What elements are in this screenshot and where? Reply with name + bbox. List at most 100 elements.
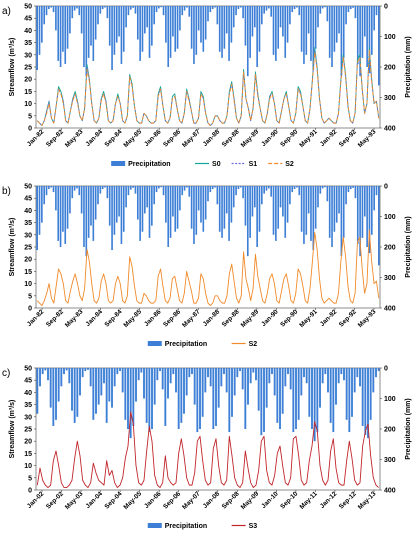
precip-bar (169, 6, 172, 58)
precip-bar (236, 368, 239, 378)
precip-bar (313, 368, 316, 442)
precip-bar (359, 6, 361, 77)
precip-bar (277, 6, 280, 49)
x-tick-label: May-13 (357, 490, 378, 511)
precip-bar (180, 368, 183, 423)
precip-bar (232, 186, 235, 208)
precip-bar (363, 186, 366, 217)
precip-bar (361, 6, 364, 58)
precip-bar (190, 186, 193, 229)
precip-bar (225, 186, 228, 214)
precip-bar (284, 368, 287, 387)
precip-bar (146, 186, 148, 208)
precip-bar (345, 6, 347, 25)
precip-bar (141, 186, 144, 232)
precip-bar (113, 186, 116, 235)
precip-bar (207, 186, 209, 202)
y-tick-label: 0 (28, 306, 32, 313)
precip-bar (129, 6, 132, 10)
precip-bar (104, 186, 106, 188)
precip-bar (159, 368, 161, 372)
precip-bar (160, 186, 163, 188)
precip-bar (276, 368, 279, 423)
precip-bar (338, 186, 340, 214)
precip-bar (275, 6, 277, 61)
precip-bar (183, 368, 185, 414)
legend-swatch-precip (147, 523, 162, 528)
legend-label: Precipitation (165, 341, 207, 348)
precip-bar (237, 186, 240, 190)
precip-bar (197, 6, 200, 31)
chart-panel-1: b) 0 5 10 15 20 25 30 35 40 45 50 0 100 200 300 400 Strea… (2, 184, 412, 349)
precip-bar (81, 368, 84, 378)
precip-bar (230, 186, 233, 223)
precip-bar (52, 6, 55, 13)
precip-bar (319, 186, 322, 194)
x-tick-label: Jan-10 (260, 490, 280, 510)
precip-bar (122, 186, 125, 232)
precip-bar (375, 6, 378, 16)
precip-bar (310, 6, 312, 61)
precip-bar (291, 186, 294, 193)
x-tick-label: Jan-86 (143, 128, 163, 148)
precip-bar (314, 186, 317, 229)
precip-bar (279, 186, 282, 208)
precip-bar (59, 6, 62, 67)
precip-bar (263, 6, 265, 14)
x-tick-label: Jan-04 (84, 490, 104, 510)
y-tick-label: 10 (24, 463, 32, 470)
y-tick-label: 40 (24, 208, 32, 215)
precip-bar (94, 186, 97, 220)
precip-bar (127, 6, 130, 16)
precip-bar (183, 186, 186, 191)
precip-bar (129, 368, 132, 439)
x-tick-label: Sep-12 (338, 490, 358, 510)
precip-bar (148, 6, 151, 58)
precip-bar (193, 186, 195, 244)
precip-bar (326, 6, 329, 22)
precip-bar (41, 186, 43, 223)
precip-bar (111, 6, 113, 71)
precip-bar (326, 186, 329, 202)
precip-bar (345, 186, 347, 205)
precip-bar (186, 6, 188, 8)
precip-bar (69, 6, 71, 34)
precip-bar (289, 368, 292, 390)
precip-bar (172, 186, 174, 217)
y-tick-label: 50 (24, 4, 32, 11)
precip-bar (43, 6, 46, 25)
precip-bar (230, 6, 233, 43)
precip-bar (284, 186, 287, 238)
precip-bar (153, 6, 155, 25)
y2-tick-label: 0 (384, 184, 388, 191)
y-axis-label: Streamflow (m³/s) (9, 38, 16, 97)
precip-bar (303, 186, 305, 244)
x-tick-label: May-83 (64, 128, 85, 149)
precip-bar (352, 6, 354, 8)
precip-bar (268, 368, 271, 384)
precip-bar (359, 186, 361, 257)
precip-bar (76, 186, 78, 189)
precip-bar (282, 186, 284, 217)
precip-bar (319, 6, 322, 14)
precip-bar (225, 6, 228, 34)
precip-bar (324, 186, 326, 188)
precip-bar (375, 368, 377, 378)
precip-bar (153, 368, 156, 405)
precip-bar (260, 368, 263, 436)
x-tick-label: Jan-88 (202, 128, 222, 148)
precip-bar (300, 6, 303, 52)
y-tick-label: 10 (24, 101, 32, 108)
precip-bar (297, 368, 300, 420)
precip-bar (378, 186, 380, 266)
precip-bar (353, 368, 356, 393)
series-line-S2 (36, 49, 380, 127)
precip-bar (45, 186, 48, 196)
precip-bar (79, 368, 81, 396)
precip-bar (45, 6, 48, 16)
x-tick-label: Sep-88 (221, 308, 241, 328)
legend-swatch-precip (111, 161, 126, 166)
precip-bar (44, 368, 47, 371)
x-tick-label: Jan-08 (202, 490, 222, 510)
precip-bar (246, 6, 249, 77)
